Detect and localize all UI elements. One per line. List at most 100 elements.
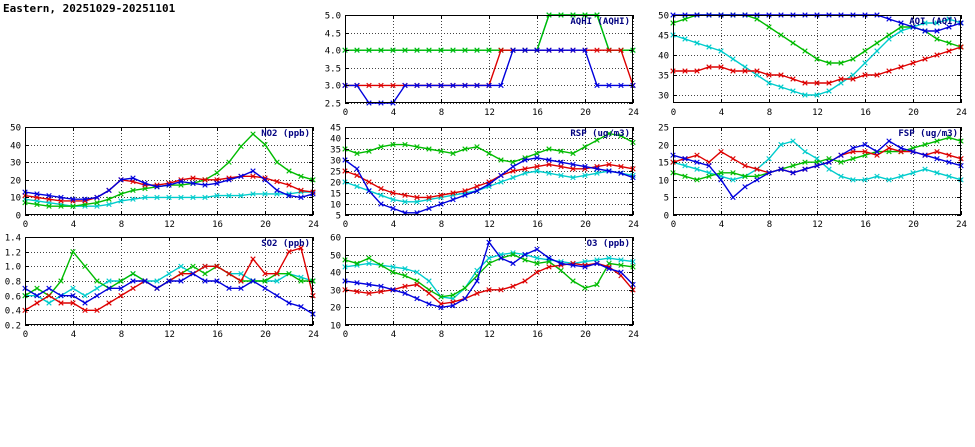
svg-text:8: 8 <box>439 220 444 230</box>
svg-text:12: 12 <box>484 220 495 230</box>
svg-text:20: 20 <box>260 330 271 340</box>
svg-text:35: 35 <box>330 146 341 156</box>
series-blue <box>22 168 316 202</box>
grid <box>345 127 634 216</box>
svg-text:10: 10 <box>10 194 21 204</box>
grid <box>25 127 314 216</box>
svg-text:45: 45 <box>658 32 669 42</box>
svg-text:30: 30 <box>10 159 21 169</box>
svg-text:40: 40 <box>330 135 341 145</box>
plot-frame <box>345 127 634 216</box>
svg-text:16: 16 <box>212 330 223 340</box>
svg-text:8: 8 <box>767 108 772 118</box>
svg-text:0.2: 0.2 <box>5 322 21 332</box>
svg-text:8: 8 <box>439 108 444 118</box>
svg-text:16: 16 <box>532 220 543 230</box>
chart-so2: 0.2 0.4 0.6 0.8 1.0 1.2 1.4 0 4 8 12 16 20 24 SO2 (ppb… <box>5 234 319 341</box>
svg-text:4: 4 <box>719 108 724 118</box>
svg-text:10: 10 <box>330 201 341 211</box>
svg-text:0: 0 <box>23 220 28 230</box>
plot-frame <box>673 15 962 103</box>
svg-text:20: 20 <box>260 220 271 230</box>
svg-text:0: 0 <box>343 108 348 118</box>
svg-text:20: 20 <box>580 220 591 230</box>
svg-text:10: 10 <box>658 177 669 187</box>
series-green <box>342 130 636 165</box>
page-title: Eastern, 20251029-20251101 <box>3 2 176 15</box>
svg-text:24: 24 <box>956 108 967 118</box>
svg-text:3.5: 3.5 <box>325 65 341 75</box>
svg-text:20: 20 <box>580 330 591 340</box>
chart-title: SO2 (ppb) <box>261 239 310 249</box>
svg-text:4.0: 4.0 <box>325 47 341 57</box>
svg-text:0: 0 <box>671 220 676 230</box>
svg-text:5.0: 5.0 <box>325 12 341 22</box>
plot-frame <box>345 15 634 104</box>
chart-fsp: 0 5 10 15 20 25 0 4 8 12 16 20 24 FSP (ug/m3) <box>658 124 967 231</box>
svg-text:24: 24 <box>956 220 967 230</box>
svg-text:16: 16 <box>212 220 223 230</box>
series-blue <box>670 138 964 201</box>
plot-series <box>22 131 316 209</box>
svg-text:1.0: 1.0 <box>5 263 21 273</box>
plot-frame <box>25 127 314 216</box>
svg-text:0: 0 <box>343 330 348 340</box>
svg-text:50: 50 <box>330 252 341 262</box>
svg-text:4: 4 <box>391 330 396 340</box>
grid <box>345 15 634 104</box>
svg-text:15: 15 <box>658 159 669 169</box>
svg-text:24: 24 <box>308 330 319 340</box>
series-cyan <box>22 263 316 306</box>
axis-tick-labels: 0 10 20 30 40 50 0 4 8 12 16 20 24 <box>10 124 319 231</box>
svg-text:20: 20 <box>658 142 669 152</box>
svg-text:20: 20 <box>580 108 591 118</box>
series-red <box>22 245 316 314</box>
svg-text:20: 20 <box>330 179 341 189</box>
axis-tick-labels: 0.2 0.4 0.6 0.8 1.0 1.2 1.4 0 4 8 12 16 20 24 <box>5 234 319 341</box>
svg-text:0.4: 0.4 <box>5 307 21 317</box>
series-green <box>342 251 636 300</box>
chart-title: RSP (ug/m3) <box>570 129 630 139</box>
svg-text:20: 20 <box>908 220 919 230</box>
svg-text:4: 4 <box>71 220 76 230</box>
series-cyan <box>670 138 964 183</box>
svg-text:25: 25 <box>330 168 341 178</box>
svg-text:24: 24 <box>628 108 639 118</box>
plot-series <box>342 130 636 216</box>
svg-text:16: 16 <box>860 108 871 118</box>
svg-text:24: 24 <box>628 330 639 340</box>
chart-o3: 10 20 30 40 50 60 0 4 8 12 16 20 24 O3 (ppb) <box>330 234 639 341</box>
svg-text:4: 4 <box>71 330 76 340</box>
svg-text:8: 8 <box>767 220 772 230</box>
svg-text:30: 30 <box>658 92 669 102</box>
plot-frame <box>345 237 634 326</box>
plot-series <box>22 245 316 317</box>
svg-text:20: 20 <box>908 108 919 118</box>
chart-title: NO2 (ppb) <box>261 129 310 139</box>
chart-no2: 0 10 20 30 40 50 0 4 8 12 16 20 24 NO2 (ppb) <box>10 124 319 231</box>
series-blue <box>342 155 636 216</box>
svg-text:4.5: 4.5 <box>325 30 341 40</box>
svg-text:4: 4 <box>719 220 724 230</box>
svg-text:0: 0 <box>343 220 348 230</box>
svg-text:20: 20 <box>10 177 21 187</box>
svg-text:5: 5 <box>336 212 341 222</box>
series-cyan <box>342 168 636 205</box>
svg-text:5: 5 <box>664 194 669 204</box>
svg-text:50: 50 <box>658 12 669 22</box>
axis-tick-labels: 0 5 10 15 20 25 0 4 8 12 16 20 24 <box>658 124 967 231</box>
svg-text:12: 12 <box>812 220 823 230</box>
svg-text:30: 30 <box>330 287 341 297</box>
svg-text:10: 10 <box>330 322 341 332</box>
series-blue <box>342 239 636 311</box>
svg-text:8: 8 <box>119 220 124 230</box>
svg-text:12: 12 <box>164 330 175 340</box>
svg-text:4: 4 <box>391 108 396 118</box>
svg-text:16: 16 <box>532 108 543 118</box>
svg-text:2.5: 2.5 <box>325 100 341 110</box>
svg-text:20: 20 <box>330 304 341 314</box>
chart-title: O3 (ppb) <box>587 239 630 249</box>
